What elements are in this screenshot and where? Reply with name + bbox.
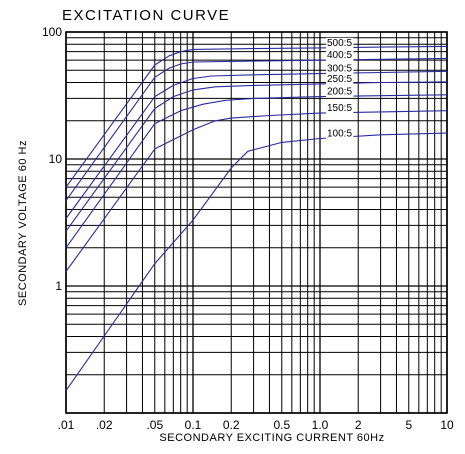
series-label-bg: [326, 63, 354, 75]
series-label-bg: [326, 103, 354, 115]
series-line: [65, 94, 448, 249]
series-line: [65, 110, 448, 272]
series-label-bg: [326, 73, 354, 85]
x-tick-label: .01: [58, 418, 75, 432]
y-tick-label: 1: [55, 279, 62, 293]
x-tick-label: 2: [355, 418, 362, 432]
series-label: 400:5: [327, 50, 352, 61]
series-label-bg: [326, 128, 354, 140]
x-tick-label: 10: [440, 418, 454, 432]
series-line: [65, 81, 448, 232]
x-tick-label: 0.2: [223, 418, 240, 432]
series-label-bg: [326, 50, 354, 62]
x-tick-label: .05: [146, 418, 163, 432]
y-tick-label: 100: [42, 25, 62, 39]
series-label: 150:5: [327, 103, 352, 114]
x-tick-label: 0.5: [273, 418, 290, 432]
chart-title: EXCITATION CURVE: [62, 7, 230, 24]
series-label-bg: [326, 37, 354, 49]
series-line: [65, 132, 448, 391]
series-label-bg: [326, 86, 354, 98]
y-axis-label: SECONDARY VOLTAGE 60 Hz: [17, 140, 29, 306]
series-label: 250:5: [327, 74, 352, 85]
x-tick-label: 1.0: [312, 418, 329, 432]
plot-frame: [65, 31, 448, 414]
y-tick-label: 10: [49, 152, 63, 166]
series-line: [65, 57, 448, 201]
series-line: [65, 45, 448, 188]
x-tick-label: 0.1: [185, 418, 202, 432]
series-label: 100:5: [327, 129, 352, 140]
tick-label-layer: .01 .02 .05 0.1 0.2 0.5 1.0 2 5 10 1 10 100: [42, 25, 454, 432]
series-label: 200:5: [327, 87, 352, 98]
series-layer: [65, 45, 448, 391]
x-axis-label: SECONDARY EXCITING CURRENT 60Hz: [159, 432, 384, 444]
x-tick-label: 5: [405, 418, 412, 432]
series-line: [65, 70, 448, 219]
series-label: 300:5: [327, 64, 352, 75]
series-label: 500:5: [327, 38, 352, 49]
grid-layer: [65, 31, 448, 414]
x-tick-label: .02: [96, 418, 113, 432]
